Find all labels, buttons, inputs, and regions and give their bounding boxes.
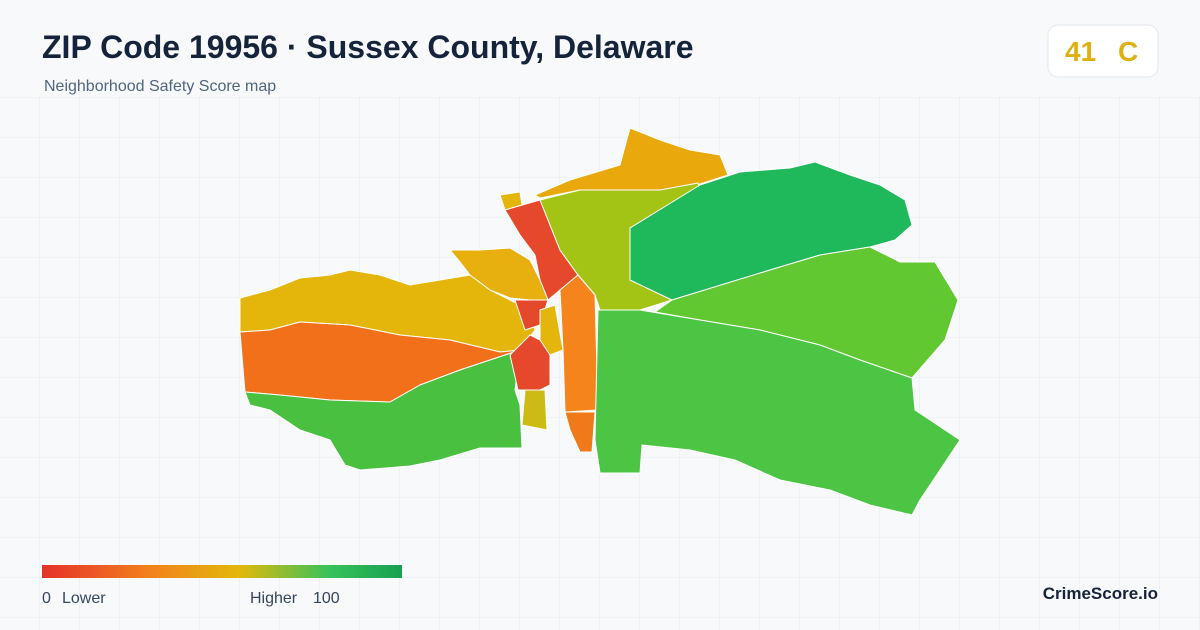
region [509,334,551,391]
score-box [1047,24,1159,78]
legend-max: 100 [313,590,340,607]
region [539,304,564,356]
region [594,309,961,516]
map [239,127,961,516]
title: ZIP Code 19956 · Sussex County, Delaware [42,29,694,65]
subtitle: Neighborhood Safety Score map [44,78,276,95]
region [244,349,523,471]
region [521,389,548,431]
legend-min: 0 [42,590,51,607]
score-grade: C [1118,36,1138,67]
legend-bar [42,565,402,578]
legend-min-label: Lower [62,590,106,607]
brand: CrimeScore.io [1043,584,1158,603]
region [559,274,599,413]
score-value: 41 [1065,36,1096,67]
region [564,411,596,453]
legend-max-label: Higher [250,590,298,607]
